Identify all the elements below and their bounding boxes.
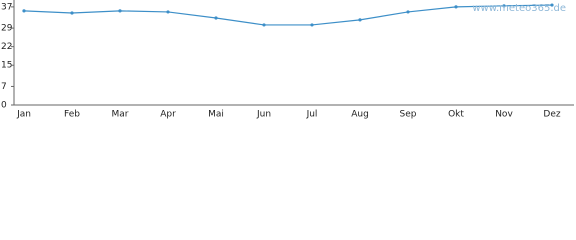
- x-tick-label: Dez: [543, 110, 560, 120]
- y-tick-label: 0: [1, 101, 7, 111]
- y-tick-label: 22: [1, 42, 12, 52]
- x-tick-label: Sep: [400, 110, 417, 120]
- data-point: [166, 10, 170, 14]
- y-tick-label: 29: [1, 24, 13, 34]
- chart: 0 7 15 22 29 37 Jan Feb Mar Apr Mai Jun Jul Aug Sep Okt…: [1, 0, 574, 120]
- data-point: [22, 9, 26, 13]
- data-point: [502, 4, 506, 8]
- x-tick-label: Jan: [16, 110, 31, 120]
- x-tick-label: Apr: [160, 110, 176, 120]
- data-point: [118, 9, 122, 13]
- data-point: [406, 10, 410, 14]
- data-point: [550, 3, 554, 7]
- x-tick-label: Feb: [64, 110, 80, 120]
- data-point: [214, 16, 218, 20]
- x-tick-label: Okt: [448, 110, 464, 120]
- data-point: [454, 5, 458, 9]
- y-tick-label: 7: [1, 82, 7, 92]
- series-line: [23, 4, 553, 26]
- x-tick-label: Aug: [351, 110, 369, 120]
- data-point: [310, 23, 314, 27]
- watermark: www.meteo365.de: [472, 3, 566, 14]
- x-tick-label: Jul: [306, 110, 318, 120]
- y-tick-label: 15: [1, 61, 12, 71]
- data-point: [262, 23, 266, 27]
- data-point: [70, 11, 74, 15]
- x-tick-label: Jun: [256, 110, 271, 120]
- y-tick-label: 37: [1, 2, 12, 12]
- data-point: [358, 18, 362, 22]
- x-tick-label: Mar: [112, 110, 129, 120]
- x-tick-label: Nov: [495, 110, 513, 120]
- x-tick-label: Mai: [208, 110, 224, 120]
